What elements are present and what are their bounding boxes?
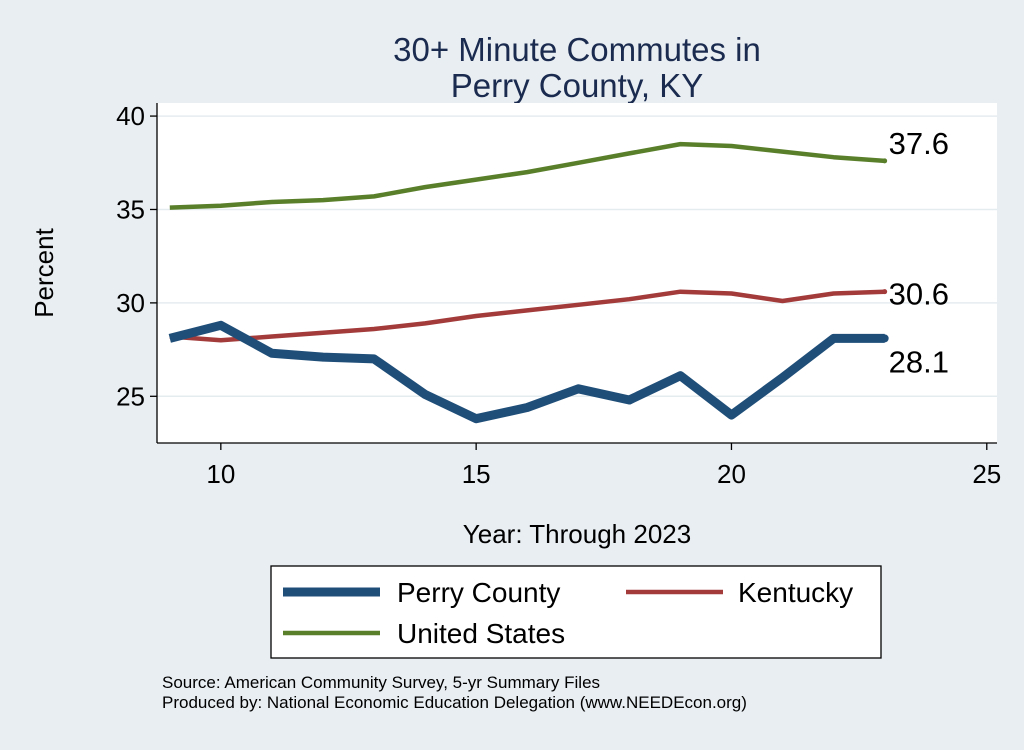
x-tick-label-15: 15 (462, 459, 491, 489)
x-tick-label-20: 20 (717, 459, 746, 489)
legend-label-kentucky: Kentucky (738, 577, 853, 608)
x-axis-label: Year: Through 2023 (463, 519, 691, 549)
end-label-perry-county: 28.1 (889, 344, 949, 379)
series-line-united-states (169, 141, 885, 210)
legend-box (270, 565, 882, 659)
end-point-perry-county (880, 334, 889, 343)
y-tick-label-25: 25 (116, 381, 145, 411)
end-label-kentucky: 30.6 (889, 277, 949, 312)
y-tick-label-35: 35 (116, 194, 145, 224)
y-tick-label-40: 40 (116, 101, 145, 131)
x-tick-label-25: 25 (972, 459, 1001, 489)
source-note: Source: American Community Survey, 5-yr … (162, 673, 601, 692)
end-label-united-states: 37.6 (889, 126, 949, 161)
x-tick-label-10: 10 (206, 459, 235, 489)
chart-title-line-2: Perry County, KY (451, 67, 703, 104)
legend-label-united-states: United States (397, 618, 565, 649)
legend-label-perry-county: Perry County (397, 577, 560, 608)
series-line-perry-county (168, 320, 885, 424)
produced-by-note: Produced by: National Economic Education… (162, 693, 747, 712)
y-tick-label-30: 30 (116, 288, 145, 318)
series-line-kentucky (169, 289, 885, 343)
end-point-united-states (882, 158, 888, 164)
source-notes: Source: American Community Survey, 5-yr … (162, 673, 747, 713)
y-axis-label: Percent (29, 227, 59, 317)
chart-title-line-1: 30+ Minute Commutes in (393, 31, 761, 68)
end-point-kentucky (882, 289, 888, 295)
